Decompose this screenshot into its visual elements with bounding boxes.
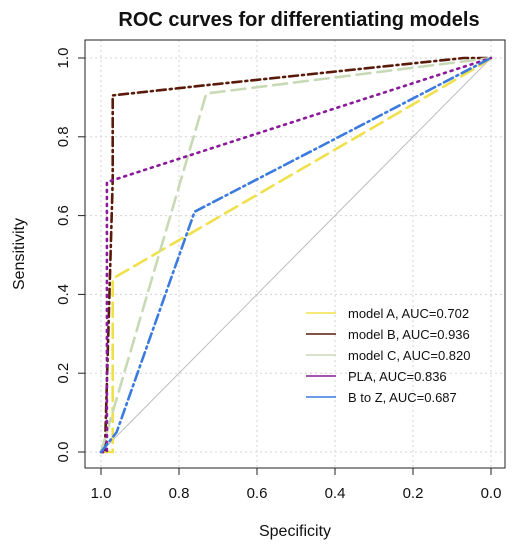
x-axis-label: Specificity xyxy=(259,523,331,540)
y-tick-label: 1.0 xyxy=(55,48,72,69)
legend-label: B to Z, AUC=0.687 xyxy=(348,390,457,405)
legend-label: model A, AUC=0.702 xyxy=(348,306,469,321)
x-tick-label: 0.2 xyxy=(403,485,424,502)
legend-label: PLA, AUC=0.836 xyxy=(348,369,447,384)
y-tick-label: 0.8 xyxy=(55,126,72,147)
series-line-3 xyxy=(99,56,493,454)
reference-line xyxy=(100,57,492,453)
reference-diagonal xyxy=(100,57,492,453)
plot-frame xyxy=(84,39,506,469)
legend-label: model B, AUC=0.936 xyxy=(348,327,470,342)
legend-label: model C, AUC=0.820 xyxy=(348,348,470,363)
y-tick-label: 0.6 xyxy=(55,205,72,226)
grid xyxy=(85,40,505,468)
x-axis: 1.0 0.8 0.6 0.4 0.2 0.0 xyxy=(91,468,502,502)
chart-title: ROC curves for differentiating models xyxy=(118,9,479,31)
x-tick-label: 0.0 xyxy=(481,485,502,502)
y-axis-label: Sensitivity xyxy=(11,218,28,290)
x-tick-label: 0.4 xyxy=(325,485,346,502)
y-tick-label: 0.0 xyxy=(55,442,72,463)
x-tick-label: 0.8 xyxy=(169,485,190,502)
legend: model A, AUC=0.702 model B, AUC=0.936 mode… xyxy=(306,306,470,405)
x-tick-label: 1.0 xyxy=(91,485,112,502)
series-line-1 xyxy=(99,56,493,454)
series-line-4 xyxy=(99,56,493,454)
y-tick-label: 0.2 xyxy=(55,363,72,384)
y-tick-label: 0.4 xyxy=(55,284,72,305)
y-axis: 0.0 0.2 0.4 0.6 0.8 1.0 xyxy=(55,48,85,463)
series-lines xyxy=(99,56,493,454)
x-tick-label: 0.6 xyxy=(247,485,268,502)
